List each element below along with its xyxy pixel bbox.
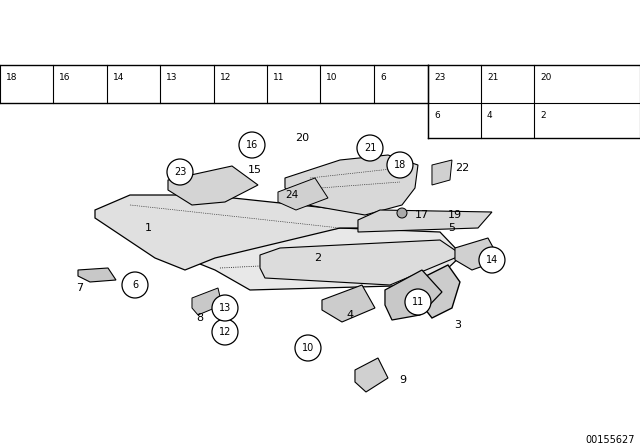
Circle shape [239, 132, 265, 158]
Text: 22: 22 [455, 163, 469, 173]
Text: 8: 8 [196, 313, 204, 323]
Text: 12: 12 [220, 73, 231, 82]
Text: 4: 4 [487, 111, 493, 120]
Text: 16: 16 [59, 73, 70, 82]
Circle shape [479, 247, 505, 273]
Circle shape [397, 208, 407, 218]
Text: 1: 1 [145, 223, 152, 233]
Polygon shape [192, 288, 222, 315]
Circle shape [357, 135, 383, 161]
Polygon shape [168, 166, 258, 205]
Text: 23: 23 [434, 73, 445, 82]
Text: 4: 4 [346, 310, 353, 320]
Text: 2: 2 [314, 253, 321, 263]
Text: 10: 10 [302, 343, 314, 353]
Circle shape [122, 272, 148, 298]
Text: 20: 20 [295, 133, 309, 143]
Text: 21: 21 [364, 143, 376, 153]
Polygon shape [455, 238, 500, 270]
Circle shape [405, 289, 431, 315]
Polygon shape [78, 268, 116, 282]
Polygon shape [260, 240, 462, 285]
Circle shape [167, 159, 193, 185]
Text: 10: 10 [326, 73, 337, 82]
Text: 24: 24 [285, 190, 299, 200]
Polygon shape [322, 285, 375, 322]
Polygon shape [185, 228, 462, 290]
Polygon shape [358, 210, 492, 232]
Text: 20: 20 [540, 73, 551, 82]
Text: 15: 15 [248, 165, 262, 175]
Circle shape [387, 152, 413, 178]
Polygon shape [418, 265, 460, 318]
Text: 11: 11 [273, 73, 284, 82]
Circle shape [295, 335, 321, 361]
Text: 6: 6 [434, 111, 440, 120]
Text: 00155627: 00155627 [585, 435, 635, 445]
Text: 16: 16 [246, 140, 258, 150]
Text: 12: 12 [219, 327, 231, 337]
Text: 13: 13 [219, 303, 231, 313]
Text: 18: 18 [394, 160, 406, 170]
Text: 14: 14 [486, 255, 498, 265]
Circle shape [212, 319, 238, 345]
Text: 13: 13 [166, 73, 177, 82]
Text: 7: 7 [76, 283, 84, 293]
Text: 2: 2 [540, 111, 545, 120]
Text: 5: 5 [449, 223, 456, 233]
Text: 21: 21 [487, 73, 499, 82]
Polygon shape [285, 155, 418, 215]
Text: 6: 6 [380, 73, 386, 82]
Polygon shape [355, 358, 388, 392]
Polygon shape [95, 195, 380, 270]
Text: 18: 18 [6, 73, 17, 82]
Text: 17: 17 [415, 210, 429, 220]
Text: 9: 9 [399, 375, 406, 385]
Text: 23: 23 [174, 167, 186, 177]
Polygon shape [278, 178, 328, 210]
Text: 3: 3 [454, 320, 461, 330]
Text: 11: 11 [412, 297, 424, 307]
Polygon shape [385, 270, 442, 320]
Circle shape [212, 295, 238, 321]
Text: 6: 6 [132, 280, 138, 290]
Text: 14: 14 [113, 73, 124, 82]
Text: 19: 19 [448, 210, 462, 220]
Polygon shape [432, 160, 452, 185]
